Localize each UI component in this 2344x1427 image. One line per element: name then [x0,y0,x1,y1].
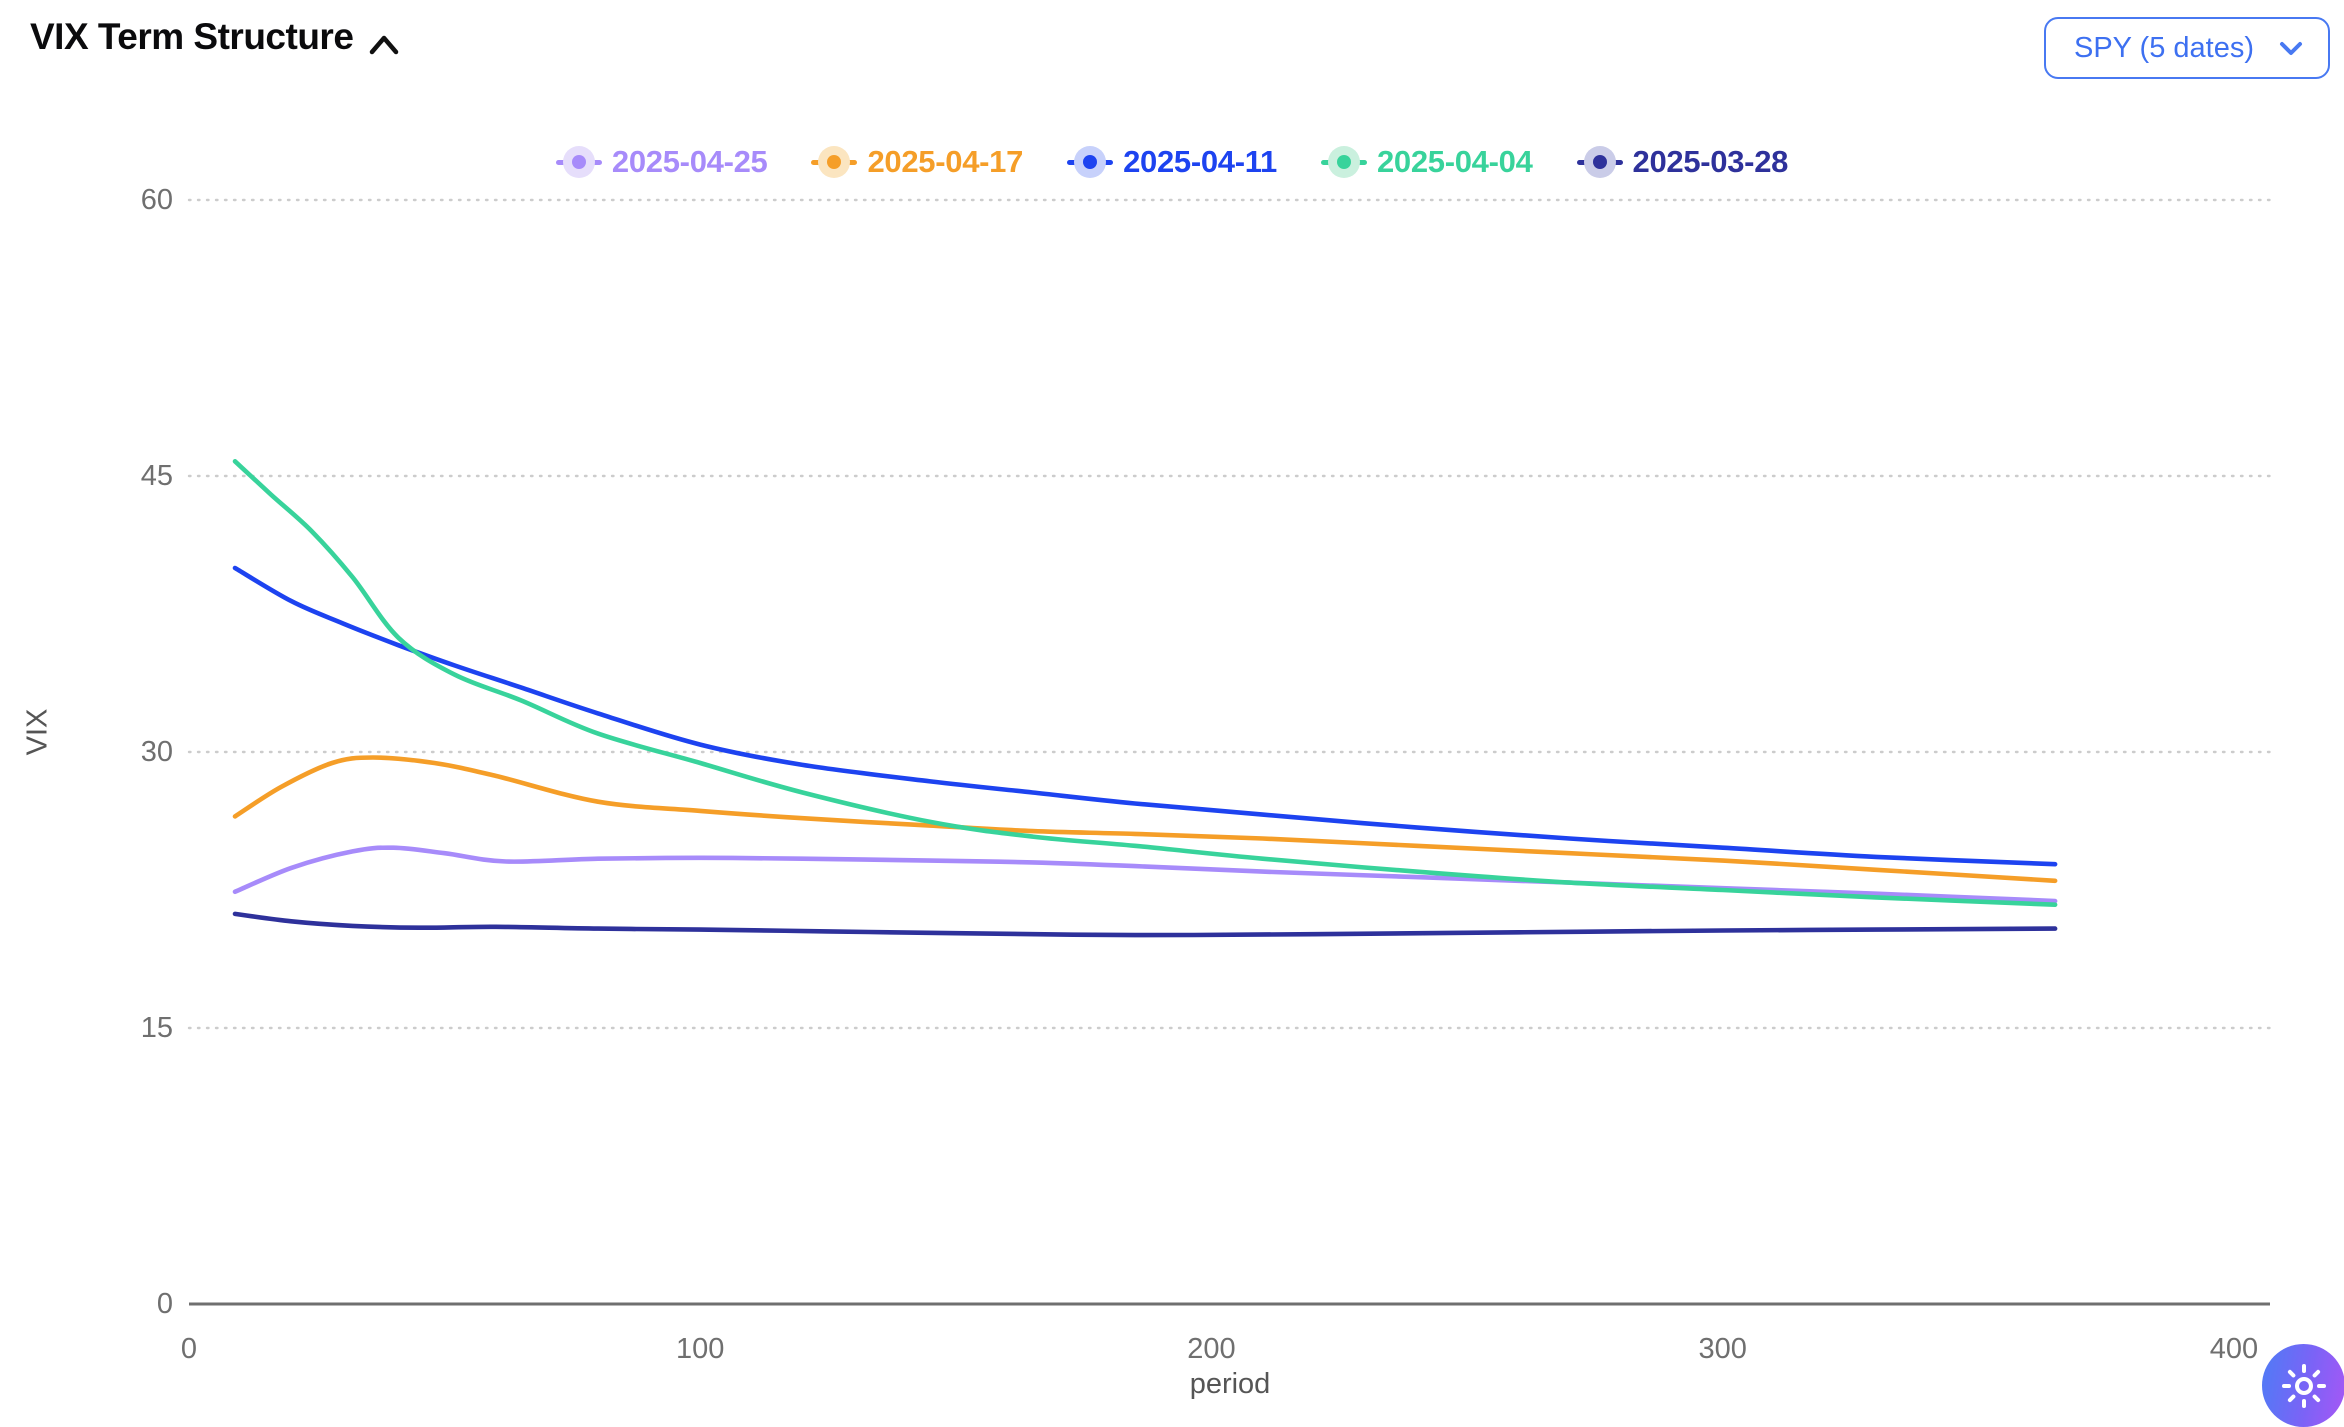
legend-label: 2025-04-04 [1376,144,1533,179]
legend-label: 2025-03-28 [1632,144,1789,179]
legend-label: 2025-04-25 [611,144,768,179]
symbol-dates-dropdown[interactable]: SPY (5 dates) [2043,17,2330,79]
page-title: VIX Term Structure [30,16,354,57]
legend-label: 2025-04-17 [867,144,1024,179]
legend-item-2025-04-25[interactable]: 2025-04-25 [555,144,768,180]
chevron-up-icon [369,35,399,55]
legend-item-2025-04-04[interactable]: 2025-04-04 [1320,144,1533,180]
legend-item-2025-03-28[interactable]: 2025-03-28 [1576,144,1789,180]
y-tick-label-45: 45 [141,460,173,492]
legend-marker-icon [811,145,858,179]
theme-toggle-button[interactable] [2262,1344,2344,1427]
y-tick-label-15: 15 [141,1012,173,1044]
x-tick-label-100: 100 [676,1333,724,1365]
legend-marker-icon [1067,145,1114,179]
x-tick-label-0: 0 [181,1333,197,1365]
chart-legend: 2025-04-25 2025-04-17 2025-04-11 2025-04… [0,144,2344,180]
collapse-section-button[interactable] [362,28,406,62]
chart-line-2025-04-04[interactable] [232,459,2058,907]
chart-line-2025-04-11[interactable] [232,565,2058,867]
x-tick-label-400: 400 [2210,1333,2258,1365]
x-tick-label-300: 300 [1699,1333,1747,1365]
chart-line-2025-03-28[interactable] [232,911,2058,938]
legend-item-2025-04-11[interactable]: 2025-04-11 [1067,144,1277,180]
legend-marker-icon [1576,145,1623,179]
y-axis-title: VIX [21,708,54,756]
sun-icon [2281,1363,2326,1408]
x-tick-label-200: 200 [1187,1333,1235,1365]
chevron-down-icon [2280,42,2302,55]
legend-item-2025-04-17[interactable]: 2025-04-17 [811,144,1023,180]
legend-label: 2025-04-11 [1123,144,1277,179]
legend-marker-icon [1320,145,1367,179]
y-tick-label-60: 60 [141,184,173,216]
symbol-dates-dropdown-value: SPY (5 dates) [2073,31,2254,64]
x-axis-title: period [1189,1368,1271,1400]
legend-marker-icon [555,145,602,179]
y-tick-label-30: 30 [141,736,173,768]
y-tick-label-0: 0 [157,1288,173,1320]
